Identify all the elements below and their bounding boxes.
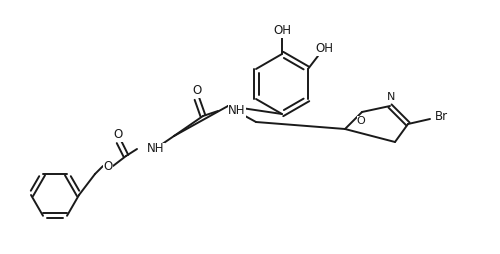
Text: NH: NH	[228, 104, 246, 118]
Text: O: O	[356, 116, 366, 126]
Text: OH: OH	[315, 42, 333, 56]
Text: OH: OH	[273, 24, 291, 38]
Text: O: O	[104, 160, 112, 172]
Text: N: N	[387, 92, 395, 102]
Text: NH: NH	[147, 142, 164, 155]
Text: Br: Br	[434, 110, 448, 123]
Text: O: O	[192, 85, 202, 98]
Text: O: O	[114, 129, 122, 141]
